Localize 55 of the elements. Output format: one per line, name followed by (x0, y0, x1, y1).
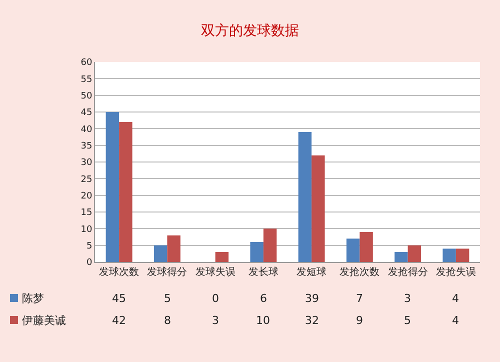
bar (312, 155, 325, 262)
data-label: 32 (305, 314, 319, 327)
chart-title: 双方的发球数据 (201, 23, 299, 40)
y-tick-label: 30 (80, 158, 92, 168)
x-tick-label: 发抢得分 (388, 266, 428, 278)
bar (360, 232, 373, 262)
y-tick-label: 20 (80, 191, 92, 202)
y-tick-label: 45 (80, 108, 92, 118)
x-tick-label: 发球次数 (99, 266, 140, 278)
data-label: 5 (404, 314, 411, 327)
data-label: 0 (212, 292, 219, 305)
data-label: 8 (164, 314, 171, 327)
data-label: 5 (164, 292, 171, 305)
data-label: 42 (112, 314, 126, 327)
bar (442, 248, 456, 262)
y-tick-label: 60 (80, 58, 92, 68)
bar (346, 238, 360, 262)
y-tick-label: 15 (80, 208, 92, 218)
bar (408, 245, 422, 262)
y-tick-label: 55 (80, 74, 92, 85)
x-tick-label: 发抢次数 (340, 266, 380, 278)
x-tick-label: 发球得分 (147, 266, 188, 278)
bar (154, 245, 168, 262)
bar (298, 132, 312, 262)
bar (119, 122, 132, 262)
x-tick-label: 发抢失误 (436, 266, 476, 278)
data-label: 7 (356, 292, 363, 305)
data-label: 4 (452, 314, 459, 327)
data-label: 9 (356, 314, 363, 327)
bar (250, 242, 264, 262)
bar (106, 112, 120, 262)
bar (394, 252, 408, 262)
y-tick-label: 50 (80, 91, 92, 102)
bar (456, 248, 470, 262)
y-tick-label: 35 (80, 141, 92, 152)
bar (215, 252, 229, 262)
y-tick-label: 10 (80, 224, 92, 235)
y-tick-label: 5 (86, 241, 92, 252)
y-tick-label: 40 (80, 124, 92, 135)
data-label: 3 (404, 292, 411, 305)
bar (263, 228, 277, 262)
data-label: 3 (212, 314, 219, 327)
y-tick-label: 0 (86, 258, 92, 268)
x-tick-label: 发球失误 (195, 266, 236, 278)
legend-label: 陈梦 (22, 292, 44, 305)
data-label: 10 (256, 314, 270, 327)
x-tick-label: 发长球 (248, 266, 278, 278)
bar (167, 235, 180, 262)
y-tick-label: 25 (80, 174, 92, 185)
data-label: 6 (260, 292, 267, 305)
legend-label: 伊藤美诚 (22, 314, 66, 327)
data-label: 39 (305, 292, 319, 305)
data-label: 45 (112, 292, 126, 305)
data-label: 4 (452, 292, 459, 305)
x-tick-label: 发短球 (296, 266, 327, 278)
